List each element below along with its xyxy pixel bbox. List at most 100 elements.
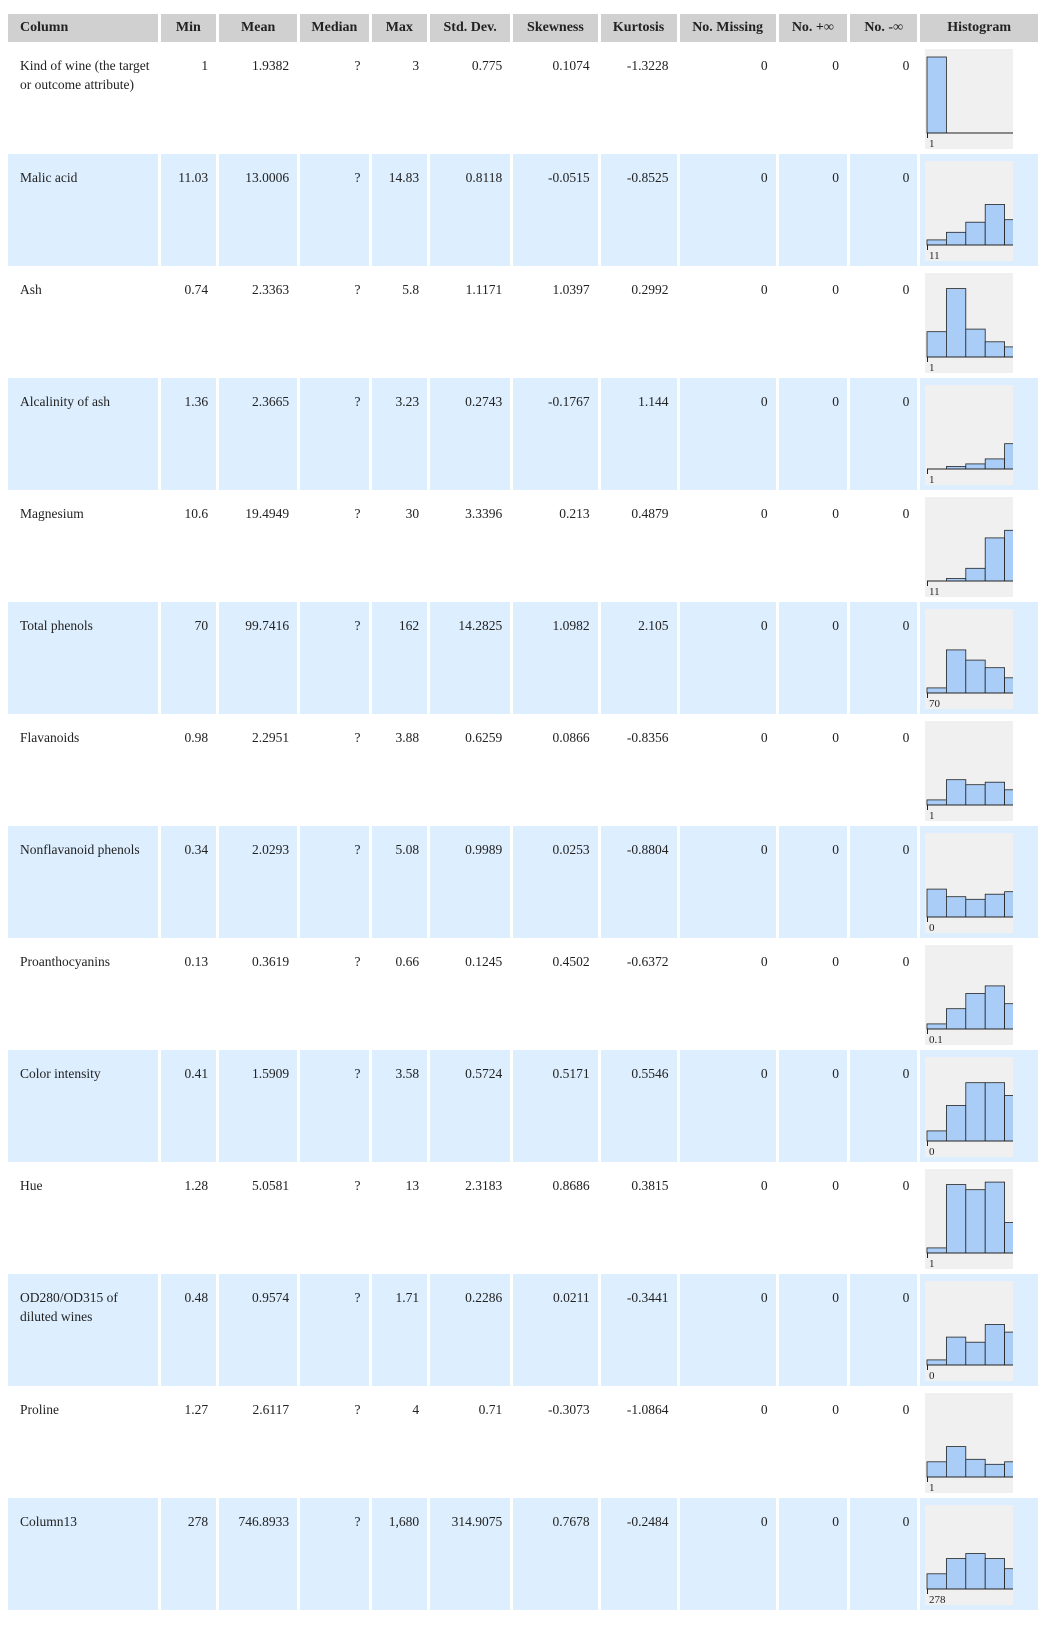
histogram-bar xyxy=(946,896,967,918)
histogram: 1 xyxy=(925,273,1014,373)
histogram-bar xyxy=(946,1558,967,1590)
cell-median: ? xyxy=(354,730,361,745)
cell-min: 1.27 xyxy=(184,1402,209,1417)
histogram-min-label: 11 xyxy=(929,250,940,261)
cell-pinf: 0 xyxy=(832,1402,840,1417)
cell-skew: 1.0397 xyxy=(552,282,590,297)
cell-skew: 0.213 xyxy=(559,506,590,521)
table-row: Kind of wine (the target or outcome attr… xyxy=(8,42,1038,154)
row-name: Malic acid xyxy=(8,154,158,266)
cell-histogram: 70 xyxy=(920,602,1038,714)
histogram-bar xyxy=(965,993,986,1030)
cell-kurt: 1.144 xyxy=(600,378,677,490)
histogram-bar xyxy=(985,204,1006,246)
cell-kurt: 0.3815 xyxy=(631,1178,669,1193)
cell-skew: 0.4502 xyxy=(552,954,590,969)
histogram-min-label: 0 xyxy=(929,1370,935,1381)
cell-pinf: 0 xyxy=(832,506,840,521)
cell-min: 278 xyxy=(160,1498,217,1610)
cell-missing: 0 xyxy=(679,154,776,266)
cell-min: 0.13 xyxy=(184,954,209,969)
cell-max: 3.88 xyxy=(395,730,420,745)
histogram-bar xyxy=(965,1458,986,1478)
cell-ninf: 0 xyxy=(850,602,918,714)
histogram-bar xyxy=(1004,1095,1014,1142)
histogram: 11 xyxy=(925,497,1014,597)
cell-missing: 0 xyxy=(760,730,768,745)
cell-median: ? xyxy=(300,1274,369,1386)
cell-mean: 19.4949 xyxy=(245,506,290,521)
histogram-bar xyxy=(926,1359,948,1366)
cell-max: 3 xyxy=(412,58,420,73)
cell-mean: 2.3363 xyxy=(252,282,290,297)
cell-mean: 5.0581 xyxy=(252,1178,290,1193)
column-header-skewness[interactable]: Skewness xyxy=(513,14,598,42)
histogram-bar xyxy=(965,328,986,358)
cell-max: 3.58 xyxy=(371,1050,428,1162)
histogram-min-label: 0 xyxy=(929,1146,935,1157)
histogram-bar xyxy=(1004,219,1014,246)
histogram-min-label: 1 xyxy=(929,1258,935,1269)
column-header-std-dev[interactable]: Std. Dev. xyxy=(430,14,511,42)
cell-min: 10.6 xyxy=(184,506,209,521)
histogram-min-label: 278 xyxy=(929,1594,946,1605)
histogram-bar xyxy=(965,463,986,470)
cell-std: 14.2825 xyxy=(430,602,511,714)
column-header-min[interactable]: Min xyxy=(160,14,217,42)
row-name: Ash xyxy=(20,282,42,297)
table-row: OD280/OD315 of diluted wines 0.48 0.9574? 1… xyxy=(8,1274,1038,1386)
histogram-bar xyxy=(926,1461,948,1478)
column-header-no-neg-inf[interactable]: No. -∞ xyxy=(850,14,918,42)
cell-median: ? xyxy=(354,954,361,969)
cell-std: 0.775 xyxy=(471,58,503,73)
histogram-bar xyxy=(985,985,1006,1030)
statistics-view: Column Min Mean Median Max Std. Dev. Skewness K… xyxy=(5,14,1041,1610)
cell-mean: 99.7416 xyxy=(219,602,298,714)
histogram-min-label: 1 xyxy=(929,474,935,485)
cell-histogram: 0 xyxy=(920,1050,1038,1162)
column-header-kurtosis[interactable]: Kurtosis xyxy=(600,14,677,42)
cell-pinf: 0 xyxy=(832,954,840,969)
histogram: 1 xyxy=(925,721,1014,821)
cell-histogram: 1 xyxy=(920,714,1038,826)
cell-std: 2.3183 xyxy=(465,1178,503,1193)
histogram-bar xyxy=(985,537,1006,582)
cell-ninf: 0 xyxy=(850,378,918,490)
histogram-bar xyxy=(965,1082,986,1142)
histogram-bar xyxy=(946,288,967,358)
column-header-no-missing[interactable]: No. Missing xyxy=(679,14,776,42)
column-header-mean[interactable]: Mean xyxy=(219,14,298,42)
cell-pinf: 0 xyxy=(778,1274,848,1386)
histogram-bar xyxy=(926,1247,948,1254)
histogram-bar xyxy=(1004,677,1014,694)
cell-max: 13 xyxy=(405,1178,420,1193)
cell-ninf: 0 xyxy=(902,1178,910,1193)
histogram-bar xyxy=(1004,1331,1014,1366)
cell-median: ? xyxy=(354,282,361,297)
column-header-median[interactable]: Median xyxy=(300,14,369,42)
histogram-bar xyxy=(926,239,948,246)
cell-skew: 1.0982 xyxy=(513,602,598,714)
histogram-bar xyxy=(946,231,967,246)
cell-mean: 746.8933 xyxy=(219,1498,298,1610)
cell-missing: 0 xyxy=(760,954,768,969)
histogram: 0 xyxy=(925,1057,1014,1157)
cell-missing: 0 xyxy=(760,1402,768,1417)
histogram-bar xyxy=(946,1184,967,1254)
column-header-no-pos-inf[interactable]: No. +∞ xyxy=(778,14,848,42)
row-name: Kind of wine (the target or outcome attr… xyxy=(20,58,150,92)
cell-mean: 13.0006 xyxy=(219,154,298,266)
cell-histogram: 1 xyxy=(920,1162,1038,1274)
row-name: Alcalinity of ash xyxy=(8,378,158,490)
column-header-max[interactable]: Max xyxy=(371,14,428,42)
cell-median: ? xyxy=(300,1050,369,1162)
table-row: Column13 278 746.8933? 1,680 314.9075 0.7678-… xyxy=(8,1498,1038,1610)
column-header-column[interactable]: Column xyxy=(8,14,158,42)
row-name: Color intensity xyxy=(8,1050,158,1162)
cell-std: 0.2286 xyxy=(430,1274,511,1386)
histogram-bar xyxy=(1004,1461,1014,1478)
column-header-histogram[interactable]: Histogram xyxy=(920,14,1038,42)
cell-ninf: 0 xyxy=(850,154,918,266)
histogram-bar xyxy=(1004,1568,1014,1590)
cell-skew: 0.5171 xyxy=(513,1050,598,1162)
